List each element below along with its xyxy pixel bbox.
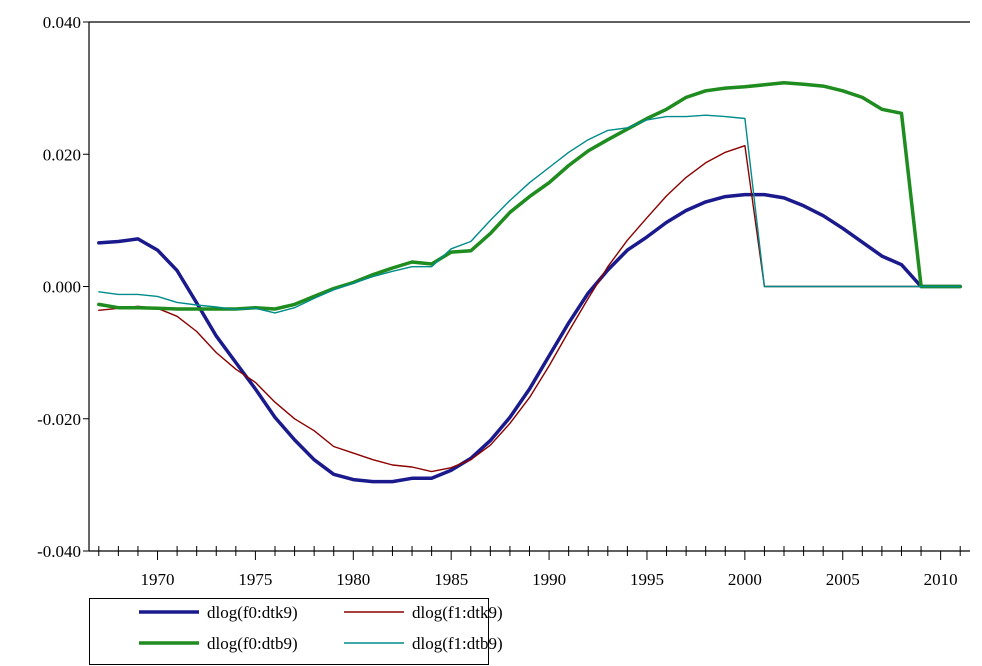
legend-label: dlog(f1:dtb9) bbox=[412, 634, 503, 653]
series-line-3 bbox=[97, 81, 962, 311]
legend: dlog(f0:dtk9) dlog(f1:dtk9) dlog(f0:dtb9) d… bbox=[89, 598, 503, 665]
x-tick-label: 1995 bbox=[630, 570, 664, 589]
axes: -0.040 -0.020 0.000 0.020 0.040 1970 1975 1980 1… bbox=[37, 13, 970, 589]
series-lines bbox=[97, 81, 962, 484]
x-tick-label: 2000 bbox=[728, 570, 762, 589]
y-tick-label: -0.040 bbox=[37, 542, 81, 561]
legend-box bbox=[89, 598, 489, 665]
x-tick-label: 1990 bbox=[532, 570, 566, 589]
y-tick-label: -0.020 bbox=[37, 410, 81, 429]
series-line-1 bbox=[97, 192, 962, 484]
x-tick-label: 1985 bbox=[434, 570, 468, 589]
y-tick-label: 0.040 bbox=[43, 13, 81, 32]
y-tick-label: 0.020 bbox=[43, 145, 81, 164]
x-tick-label: 1975 bbox=[238, 570, 272, 589]
x-tick-label: 2010 bbox=[924, 570, 958, 589]
series-line-4 bbox=[98, 114, 961, 314]
legend-label: dlog(f0:dtb9) bbox=[207, 634, 298, 653]
x-tick-label: 1980 bbox=[336, 570, 370, 589]
x-tick-label: 2005 bbox=[826, 570, 860, 589]
legend-label: dlog(f0:dtk9) bbox=[207, 603, 298, 622]
y-tick-label: 0.000 bbox=[43, 278, 81, 297]
x-tick-label: 1970 bbox=[141, 570, 175, 589]
legend-label: dlog(f1:dtk9) bbox=[412, 603, 503, 622]
